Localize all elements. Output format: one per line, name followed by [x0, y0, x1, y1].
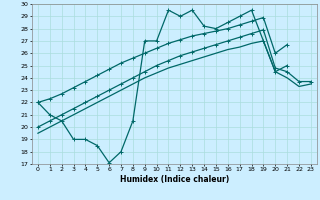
X-axis label: Humidex (Indice chaleur): Humidex (Indice chaleur) — [120, 175, 229, 184]
